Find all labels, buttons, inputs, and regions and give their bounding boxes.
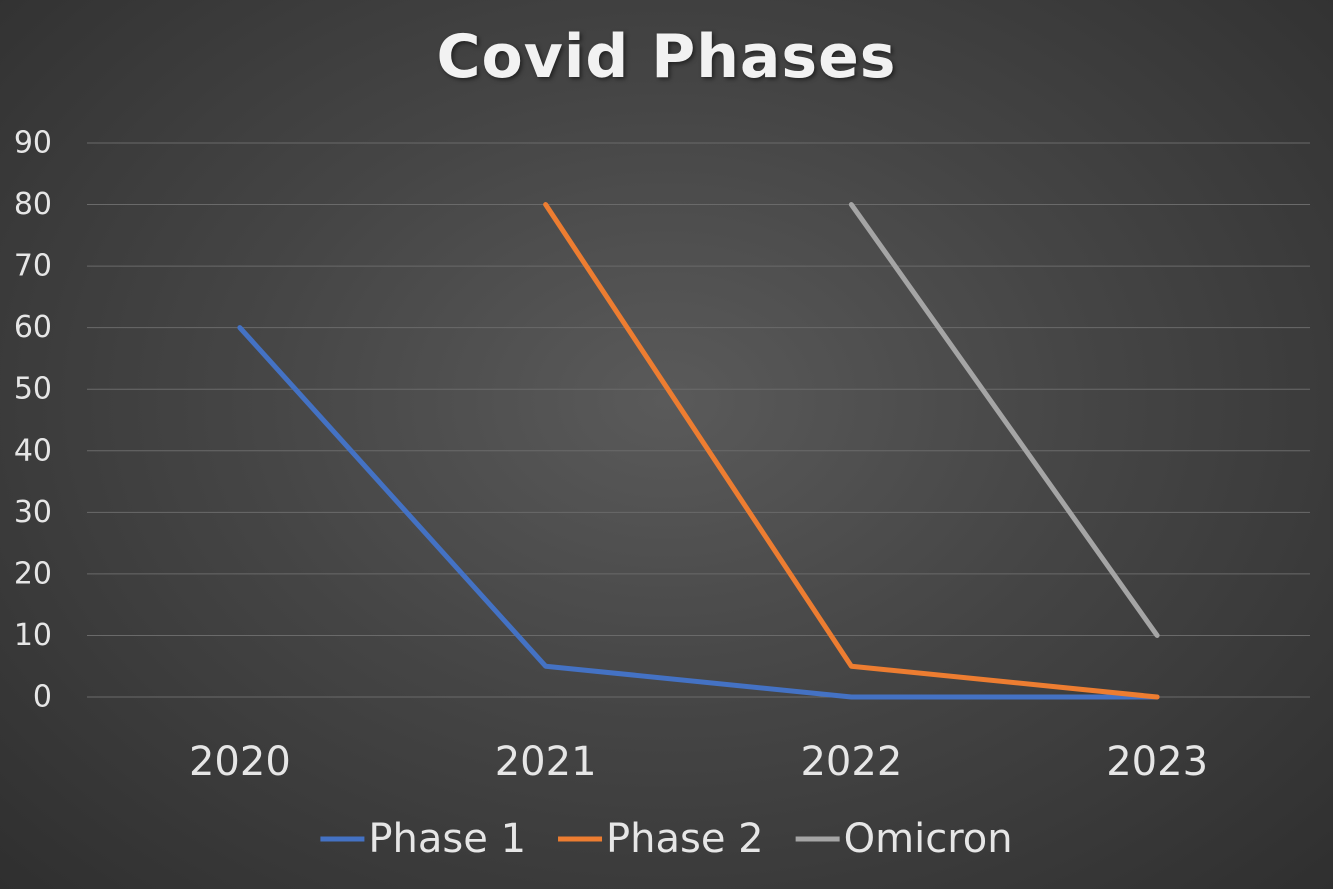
grid-layer [87,142,1310,698]
legend-item: Phase 1 [320,816,526,862]
x-axis-ticks: 2020 2021 2022 2023 [189,739,1208,785]
x-tick-label: 2022 [800,739,902,785]
y-tick-label: 20 [14,556,52,591]
series-line-phase-2 [543,202,1160,700]
legend: Phase 1 Phase 2 Omicron [320,816,1013,862]
legend-label: Omicron [844,816,1013,862]
y-tick-label: 30 [14,495,52,530]
y-axis-ticks: 0 10 20 30 40 50 60 70 80 90 [14,126,52,715]
y-tick-label: 90 [14,126,52,161]
x-tick-label: 2023 [1106,739,1208,785]
y-tick-label: 40 [14,433,52,468]
legend-item: Phase 2 [558,816,764,862]
series-line-phase-1 [237,325,1160,700]
y-tick-label: 80 [14,187,52,222]
y-tick-label: 0 [33,680,52,715]
legend-item: Omicron [795,816,1013,862]
x-tick-label: 2021 [495,739,597,785]
y-tick-label: 60 [14,310,52,345]
y-tick-label: 50 [14,372,52,407]
legend-label: Phase 1 [368,816,526,862]
x-tick-label: 2020 [189,739,291,785]
y-tick-label: 70 [14,249,52,284]
series-layer [237,202,1160,700]
chart-title: Covid Phases [436,22,897,92]
series-line-omicron [848,202,1160,638]
legend-label: Phase 2 [606,816,764,862]
y-tick-label: 10 [14,618,52,653]
